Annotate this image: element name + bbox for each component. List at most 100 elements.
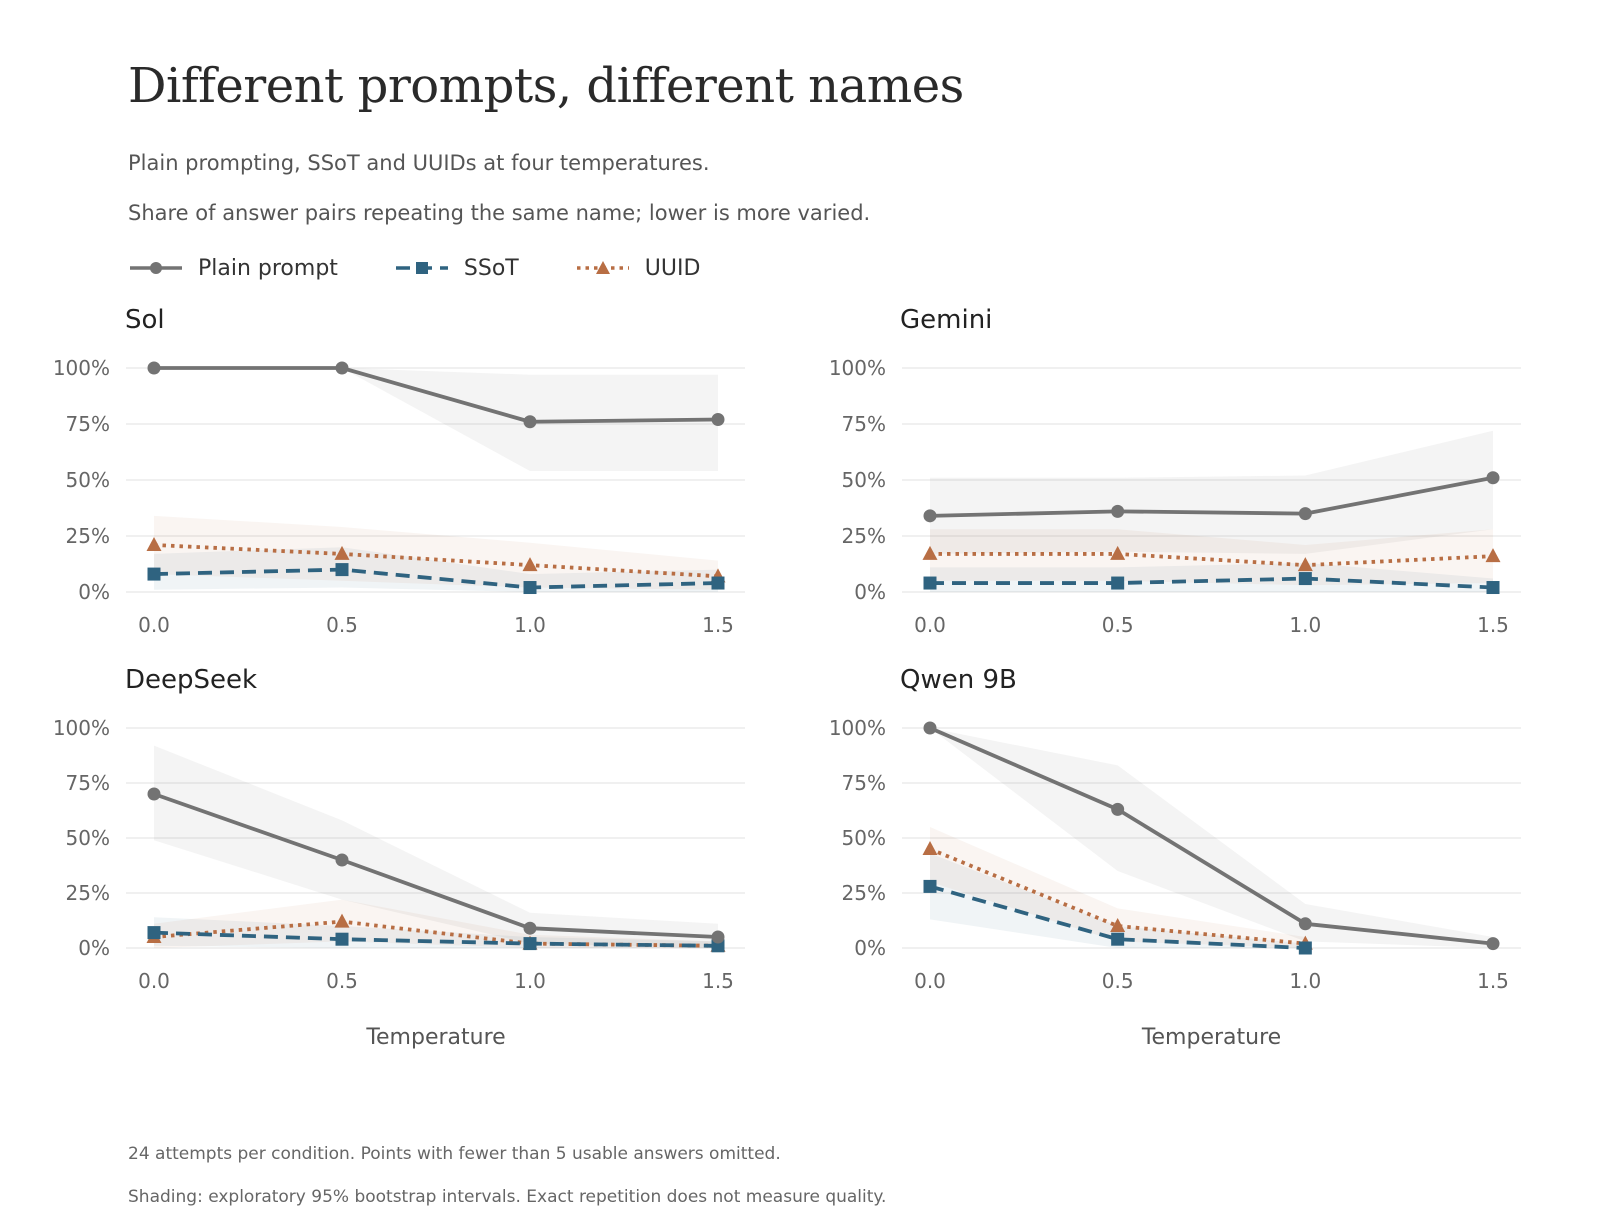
series-line-ssot — [929, 884, 1306, 950]
panel-title: DeepSeek — [125, 665, 257, 695]
legend-item-plain: Plain prompt — [128, 256, 338, 281]
legend-item-uuid: UUID — [575, 255, 701, 281]
data-point-uuid — [922, 841, 938, 855]
data-point-plain — [147, 361, 161, 375]
data-point-ssot — [1111, 932, 1125, 946]
x-tick-label: 1.5 — [1477, 613, 1509, 637]
x-tick-label: 0.0 — [138, 613, 170, 637]
ci-band-uuid — [930, 529, 1493, 586]
panel-gemini: Gemini 0% 25% 50% 75% 100% 0.0 0.5 1.0 1.5 — [829, 305, 1521, 637]
panel-sol: Sol 0% 25% 50% 75% 100% 0.0 0.5 1.0 1.5 — [53, 305, 745, 637]
data-point-ssot — [923, 879, 937, 893]
data-point-plain — [711, 413, 725, 427]
data-point-uuid — [146, 536, 162, 551]
data-point-ssot — [923, 576, 937, 590]
x-tick-label: 1.0 — [1289, 969, 1321, 993]
y-tick-label: 75% — [66, 412, 110, 436]
data-point-ssot — [1486, 581, 1500, 595]
y-tick-label: 25% — [66, 524, 110, 548]
data-point-plain — [711, 930, 725, 944]
y-tick-label: 75% — [842, 412, 886, 436]
data-point-plain — [335, 853, 349, 867]
x-axis-title: Temperature — [1141, 1025, 1281, 1050]
y-tick-label: 50% — [66, 826, 110, 850]
ci-band-ssot — [154, 547, 718, 592]
y-tick-label: 50% — [842, 468, 886, 492]
legend: Plain prompt SSoT UUID — [128, 252, 756, 284]
y-tick-label: 0% — [78, 936, 110, 960]
data-point-ssot — [711, 576, 725, 590]
x-tick-label: 0.0 — [914, 969, 946, 993]
series-line-plain — [929, 726, 1494, 946]
legend-label-plain: Plain prompt — [198, 255, 338, 281]
series-line-plain — [153, 792, 719, 939]
series-line-plain — [154, 366, 719, 424]
x-axis-title: Temperature — [365, 1025, 505, 1050]
x-tick-label: 1.5 — [702, 613, 734, 637]
data-point-ssot — [1111, 576, 1125, 590]
data-point-ssot — [523, 581, 537, 595]
data-point-plain — [1298, 507, 1312, 521]
series-line-ssot — [930, 576, 1494, 590]
data-point-uuid — [1485, 548, 1501, 563]
data-point-ssot — [335, 932, 349, 946]
y-tick-label: 0% — [854, 936, 886, 960]
ci-band-plain — [930, 430, 1493, 554]
data-point-uuid — [1110, 545, 1126, 560]
y-tick-label: 75% — [66, 771, 110, 795]
ci-band-plain — [930, 728, 1493, 948]
y-tick-label: 25% — [842, 881, 886, 905]
panel-title: Qwen 9B — [900, 665, 1017, 695]
data-point-plain — [523, 415, 537, 429]
ci-band-ssot — [930, 853, 1306, 948]
data-point-ssot — [523, 937, 537, 951]
x-tick-label: 1.0 — [514, 613, 546, 637]
legend-item-ssot: SSoT — [394, 256, 519, 281]
data-point-plain — [1111, 504, 1125, 518]
legend-label-uuid: UUID — [644, 255, 701, 281]
series-line-uuid — [930, 552, 1494, 568]
panel-title: Sol — [125, 305, 165, 335]
y-tick-label: 50% — [66, 468, 110, 492]
data-point-uuid — [922, 545, 938, 560]
panel-deepseek: DeepSeek 0% 25% 50% 75% 100% 0.0 0.5 1.0 1.5 Tempe… — [53, 665, 745, 1050]
panel-title: Gemini — [900, 305, 992, 335]
chart-subtitle: Plain prompting, SSoT and UUIDs at four … — [128, 151, 710, 175]
data-point-ssot — [1298, 572, 1312, 586]
legend-label-ssot: SSoT — [463, 255, 519, 281]
y-tick-label: 100% — [829, 716, 886, 740]
data-point-ssot — [1298, 941, 1312, 955]
y-tick-label: 0% — [78, 580, 110, 604]
data-point-ssot — [335, 563, 349, 577]
data-point-plain — [335, 361, 349, 375]
legend-key-ssot — [395, 262, 448, 274]
legend-key-plain — [130, 262, 182, 274]
data-point-plain — [147, 787, 161, 801]
y-tick-label: 25% — [842, 524, 886, 548]
x-tick-label: 0.5 — [326, 969, 358, 993]
ci-band-plain — [154, 745, 718, 948]
ci-band-plain — [154, 368, 718, 472]
x-tick-label: 0.5 — [1102, 613, 1134, 637]
series-line-uuid — [153, 919, 719, 948]
chart-title: Different prompts, different names — [128, 58, 964, 114]
y-tick-label: 50% — [842, 826, 886, 850]
y-tick-label: 100% — [53, 356, 110, 380]
y-tick-label: 100% — [829, 356, 886, 380]
data-point-uuid — [334, 913, 350, 928]
x-tick-label: 0.0 — [914, 613, 946, 637]
data-point-uuid — [1110, 918, 1126, 932]
panel-qwen-9b: Qwen 9B 0% 25% 50% 75% 100% 0.0 0.5 1.0 1.5 Temper… — [829, 665, 1521, 1050]
data-point-plain — [1111, 802, 1125, 816]
data-point-plain — [523, 921, 537, 935]
series-line-uuid — [153, 543, 719, 579]
data-point-plain — [1298, 917, 1312, 931]
x-tick-label: 0.0 — [138, 969, 170, 993]
x-tick-label: 1.5 — [1477, 969, 1509, 993]
y-tick-label: 0% — [854, 580, 886, 604]
data-point-plain — [1486, 937, 1500, 951]
x-tick-label: 1.0 — [1289, 613, 1321, 637]
series-line-ssot — [153, 567, 719, 590]
x-tick-label: 1.5 — [702, 969, 734, 993]
